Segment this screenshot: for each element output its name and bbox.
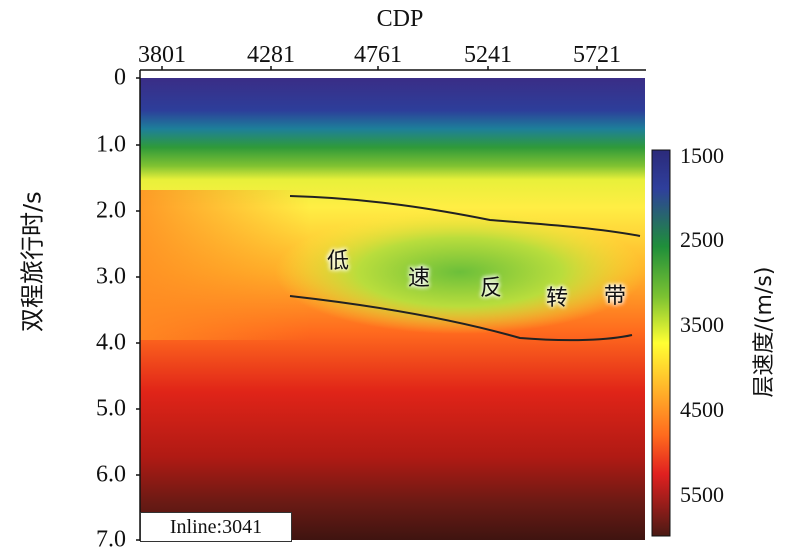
y-tick-label: 0	[114, 64, 126, 91]
colorbar-tick-label: 5500	[680, 482, 724, 507]
colorbar-tick-label: 2500	[680, 227, 724, 252]
heatmap-area	[140, 78, 645, 540]
annotation-char: 转	[546, 286, 569, 311]
lower-boundary-line	[289, 295, 633, 342]
y-tick-label: 3.0	[96, 263, 126, 290]
annotation-char: 低	[327, 249, 350, 274]
x-tick-label: 5721	[573, 42, 621, 68]
y-tick-label: 6.0	[96, 461, 126, 488]
x-tick-label: 4281	[247, 42, 295, 68]
y-tick-label: 7.0	[96, 526, 126, 553]
low-velocity-boundary-lines	[289, 195, 641, 342]
x-axis-title: CDP	[376, 6, 424, 32]
colorbar-tick-label: 4500	[680, 397, 724, 422]
colorbar-title: 层速度/(m/s)	[752, 266, 777, 398]
annotation-char: 带	[604, 284, 627, 309]
colorbar-tick-label: 1500	[680, 143, 724, 168]
y-tick-label: 5.0	[96, 395, 126, 422]
y-tick-label: 4.0	[96, 329, 126, 356]
annotation-char: 速	[408, 266, 431, 291]
upper-boundary-line	[289, 195, 641, 237]
plot-axes	[136, 66, 646, 541]
x-tick-label: 4761	[354, 42, 402, 68]
y-tick-label: 1.0	[96, 131, 126, 158]
inline-label: Inline:3041	[140, 512, 292, 542]
x-tick-label: 5241	[464, 42, 512, 68]
colorbar	[651, 149, 671, 537]
x-tick-label: 3801	[138, 42, 186, 68]
colorbar-tick-label: 3500	[680, 312, 724, 337]
annotation-char: 反	[480, 276, 503, 301]
y-tick-label: 2.0	[96, 197, 126, 224]
